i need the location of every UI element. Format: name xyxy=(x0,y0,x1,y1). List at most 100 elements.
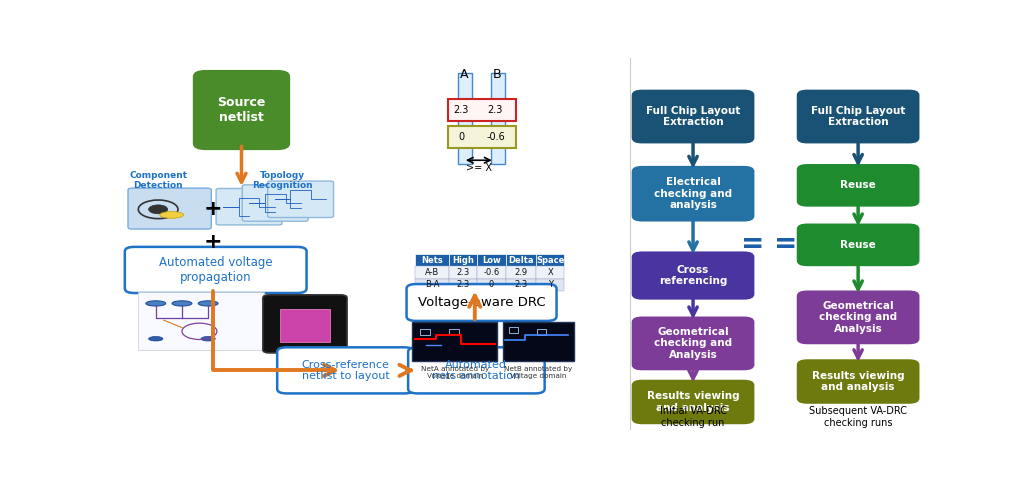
Text: Reuse: Reuse xyxy=(841,180,876,190)
Ellipse shape xyxy=(145,301,166,306)
FancyBboxPatch shape xyxy=(278,347,414,394)
Bar xyxy=(137,292,264,350)
Text: Source
netlist: Source netlist xyxy=(217,96,265,124)
FancyBboxPatch shape xyxy=(633,167,754,220)
Text: Results viewing
and analysis: Results viewing and analysis xyxy=(647,391,739,413)
Bar xyxy=(490,73,505,164)
FancyBboxPatch shape xyxy=(267,181,334,217)
Text: 0: 0 xyxy=(459,132,464,142)
Text: Voltage-aware DRC: Voltage-aware DRC xyxy=(418,296,546,309)
Text: Space: Space xyxy=(536,256,564,265)
Bar xyxy=(509,327,518,333)
Text: Automated voltage
propagation: Automated voltage propagation xyxy=(159,256,272,284)
Bar xyxy=(450,329,459,335)
FancyBboxPatch shape xyxy=(798,91,919,142)
Text: Reuse: Reuse xyxy=(841,240,876,250)
FancyBboxPatch shape xyxy=(407,284,557,321)
Text: Results viewing
and analysis: Results viewing and analysis xyxy=(812,371,904,392)
Text: Geometrical
checking and
Analysis: Geometrical checking and Analysis xyxy=(819,301,897,334)
Ellipse shape xyxy=(160,212,183,218)
Text: Full Chip Layout
Extraction: Full Chip Layout Extraction xyxy=(811,106,905,128)
Ellipse shape xyxy=(201,337,215,341)
Bar xyxy=(447,99,516,121)
FancyBboxPatch shape xyxy=(633,381,754,423)
Bar xyxy=(506,279,536,291)
Bar xyxy=(536,254,564,266)
Text: Low: Low xyxy=(482,256,501,265)
FancyBboxPatch shape xyxy=(263,295,347,353)
Bar xyxy=(537,329,546,335)
Text: A: A xyxy=(460,68,469,81)
Text: Component
Detection: Component Detection xyxy=(129,171,187,190)
Text: 2.3: 2.3 xyxy=(457,280,470,289)
Bar xyxy=(506,266,536,279)
FancyBboxPatch shape xyxy=(243,185,308,221)
Text: Nets: Nets xyxy=(421,256,442,265)
Bar xyxy=(416,279,449,291)
FancyBboxPatch shape xyxy=(633,253,754,298)
Text: Cross-reference
netlist to layout: Cross-reference netlist to layout xyxy=(301,359,389,381)
Bar xyxy=(449,254,477,266)
Text: +: + xyxy=(204,232,222,252)
Text: Subsequent VA-DRC
checking runs: Subsequent VA-DRC checking runs xyxy=(809,406,907,428)
FancyBboxPatch shape xyxy=(128,188,211,229)
Bar xyxy=(416,254,449,266)
FancyBboxPatch shape xyxy=(798,292,919,343)
FancyBboxPatch shape xyxy=(633,317,754,369)
Bar xyxy=(447,126,516,148)
Bar xyxy=(506,254,536,266)
Bar xyxy=(536,266,564,279)
Circle shape xyxy=(148,205,168,214)
Text: NetA annotated by
Voltage domain: NetA annotated by Voltage domain xyxy=(421,366,489,379)
Text: 2.3: 2.3 xyxy=(454,105,469,115)
Text: Geometrical
checking and
Analysis: Geometrical checking and Analysis xyxy=(654,327,732,360)
Text: 2.3: 2.3 xyxy=(457,268,470,277)
Text: High: High xyxy=(452,256,474,265)
Text: -0.6: -0.6 xyxy=(483,268,500,277)
Text: NetB annotated by
Voltage domain: NetB annotated by Voltage domain xyxy=(504,366,572,379)
Text: A-B: A-B xyxy=(425,268,439,277)
Bar xyxy=(458,73,472,164)
FancyBboxPatch shape xyxy=(798,165,919,206)
Bar xyxy=(412,322,497,361)
Bar xyxy=(477,254,506,266)
Bar xyxy=(281,309,330,342)
Bar xyxy=(503,322,574,361)
FancyBboxPatch shape xyxy=(798,360,919,403)
Bar xyxy=(477,279,506,291)
Text: X: X xyxy=(547,268,553,277)
FancyBboxPatch shape xyxy=(798,225,919,265)
FancyBboxPatch shape xyxy=(194,71,289,149)
Text: = =: = = xyxy=(741,230,798,258)
Text: Cross
referencing: Cross referencing xyxy=(658,265,727,286)
Bar xyxy=(449,266,477,279)
Text: Delta: Delta xyxy=(508,256,534,265)
Text: Electrical
checking and
analysis: Electrical checking and analysis xyxy=(654,177,732,210)
Text: 2.3: 2.3 xyxy=(487,105,503,115)
Text: Initial VA-DRC
checking run: Initial VA-DRC checking run xyxy=(659,406,727,428)
FancyBboxPatch shape xyxy=(216,188,282,225)
Bar xyxy=(449,279,477,291)
Text: >= X: >= X xyxy=(466,163,492,173)
Bar xyxy=(536,279,564,291)
Text: 2.9: 2.9 xyxy=(514,268,527,277)
Bar xyxy=(477,266,506,279)
Ellipse shape xyxy=(199,301,218,306)
Text: B: B xyxy=(493,68,502,81)
Text: B-A: B-A xyxy=(425,280,439,289)
FancyBboxPatch shape xyxy=(633,91,754,142)
Text: Y: Y xyxy=(548,280,553,289)
Text: 2.3: 2.3 xyxy=(514,280,527,289)
Text: Automated
nets annotation: Automated nets annotation xyxy=(432,359,520,381)
Text: Full Chip Layout
Extraction: Full Chip Layout Extraction xyxy=(646,106,740,128)
Bar xyxy=(420,329,430,335)
FancyBboxPatch shape xyxy=(125,247,306,293)
Text: -0.6: -0.6 xyxy=(486,132,505,142)
Bar xyxy=(416,266,449,279)
Ellipse shape xyxy=(148,337,163,341)
Text: +: + xyxy=(204,199,222,219)
FancyBboxPatch shape xyxy=(409,347,545,394)
Ellipse shape xyxy=(172,301,191,306)
Text: 0: 0 xyxy=(488,280,495,289)
Text: Topology
Recognition: Topology Recognition xyxy=(253,171,313,190)
